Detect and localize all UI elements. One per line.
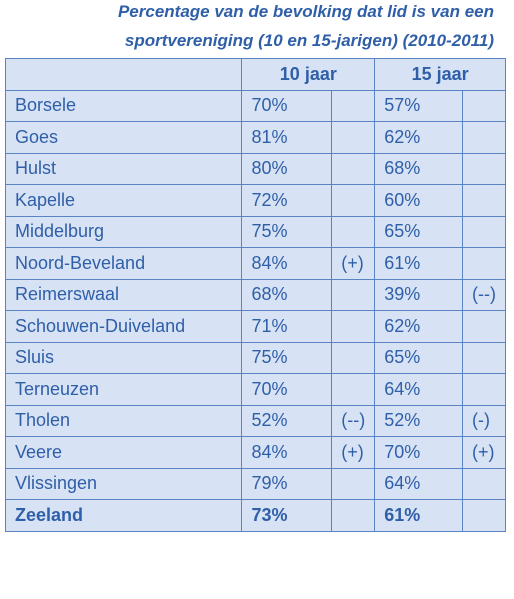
value-15-jaar-cell: 57% (374, 89, 464, 122)
value-10-jaar-cell: 72% (241, 184, 333, 217)
value-10-jaar-cell: 81% (241, 121, 333, 154)
value-15-jaar-cell: 39% (374, 278, 464, 311)
value-10-jaar-cell: 79% (241, 467, 333, 500)
marker-15-jaar-cell (462, 121, 506, 154)
table-row: Reimerswaal 68% 39% (--) (4, 278, 506, 311)
value-10-jaar-cell: 68% (241, 278, 333, 311)
title-line-1: Percentage van de bevolking dat lid is v… (117, 2, 494, 21)
marker-10-jaar-cell (331, 310, 376, 343)
marker-15-jaar-cell (462, 152, 506, 185)
value-15-jaar-cell: 61% (374, 247, 464, 280)
header-empty (4, 58, 243, 91)
marker-15-jaar-cell (462, 499, 506, 532)
marker-15-jaar-cell: (-) (462, 404, 506, 437)
value-10-jaar-cell: 70% (241, 89, 333, 122)
table-row: Sluis 75% 65% (4, 341, 506, 374)
table-row: Schouwen-Duiveland 71% 62% (4, 310, 506, 343)
table-row: Vlissingen 79% 64% (4, 467, 506, 500)
marker-15-jaar-cell: (+) (462, 436, 506, 469)
table-body: Borsele 70% 57% Goes 81% 62% Hulst 80% 68% Kapell… (4, 89, 506, 532)
value-15-jaar-cell: 64% (374, 373, 464, 406)
marker-15-jaar-cell (462, 467, 506, 500)
value-15-jaar-cell: 62% (374, 121, 464, 154)
marker-10-jaar-cell (331, 467, 376, 500)
marker-10-jaar-cell (331, 215, 376, 248)
marker-10-jaar-cell (331, 121, 376, 154)
marker-10-jaar-cell: (+) (331, 436, 376, 469)
municipality-cell: Hulst (4, 152, 243, 185)
header-15-jaar: 15 jaar (374, 58, 506, 91)
marker-10-jaar-cell (331, 278, 376, 311)
table-row: Noord-Beveland 84% (+) 61% (4, 247, 506, 280)
marker-15-jaar-cell (462, 215, 506, 248)
municipality-cell: Sluis (4, 341, 243, 374)
table-row: Kapelle 72% 60% (4, 184, 506, 217)
municipality-cell: Middelburg (4, 215, 243, 248)
value-15-jaar-cell: 70% (374, 436, 464, 469)
value-10-jaar-cell: 84% (241, 436, 333, 469)
marker-15-jaar-cell (462, 341, 506, 374)
value-10-jaar-cell: 75% (241, 341, 333, 374)
marker-10-jaar-cell (331, 184, 376, 217)
header-10-jaar: 10 jaar (241, 58, 376, 91)
marker-10-jaar-cell (331, 341, 376, 374)
value-10-jaar-cell: 73% (241, 499, 333, 532)
marker-15-jaar-cell: (--) (462, 278, 506, 311)
title-line-2: sportvereniging (10 en 15-jarigen) (2010… (124, 31, 494, 50)
value-10-jaar-cell: 52% (241, 404, 333, 437)
marker-10-jaar-cell: (+) (331, 247, 376, 280)
value-10-jaar-cell: 80% (241, 152, 333, 185)
municipality-cell: Zeeland (4, 499, 243, 532)
municipality-cell: Veere (4, 436, 243, 469)
marker-15-jaar-cell (462, 184, 506, 217)
municipality-cell: Borsele (4, 89, 243, 122)
marker-10-jaar-cell (331, 373, 376, 406)
municipality-cell: Noord-Beveland (4, 247, 243, 280)
value-10-jaar-cell: 75% (241, 215, 333, 248)
marker-15-jaar-cell (462, 247, 506, 280)
municipality-cell: Goes (4, 121, 243, 154)
municipality-cell: Reimerswaal (4, 278, 243, 311)
value-15-jaar-cell: 68% (374, 152, 464, 185)
marker-10-jaar-cell (331, 499, 376, 532)
value-15-jaar-cell: 65% (374, 215, 464, 248)
table-row: Terneuzen 70% 64% (4, 373, 506, 406)
municipality-cell: Terneuzen (4, 373, 243, 406)
table-row: Middelburg 75% 65% (4, 215, 506, 248)
data-table: 10 jaar 15 jaar Borsele 70% 57% Goes 81% 62% H… (4, 58, 506, 532)
municipality-cell: Schouwen-Duiveland (4, 310, 243, 343)
table-row: Goes 81% 62% (4, 121, 506, 154)
marker-15-jaar-cell (462, 373, 506, 406)
municipality-cell: Kapelle (4, 184, 243, 217)
table-row: Borsele 70% 57% (4, 89, 506, 122)
marker-15-jaar-cell (462, 310, 506, 343)
header-row: 10 jaar 15 jaar (4, 58, 506, 91)
table-row: Hulst 80% 68% (4, 152, 506, 185)
marker-10-jaar-cell: (--) (331, 404, 376, 437)
table-row: Veere 84% (+) 70% (+) (4, 436, 506, 469)
marker-10-jaar-cell (331, 89, 376, 122)
total-row: Zeeland 73% 61% (4, 499, 506, 532)
value-10-jaar-cell: 71% (241, 310, 333, 343)
municipality-cell: Vlissingen (4, 467, 243, 500)
value-15-jaar-cell: 52% (374, 404, 464, 437)
table-row: Tholen 52% (--) 52% (-) (4, 404, 506, 437)
value-15-jaar-cell: 65% (374, 341, 464, 374)
marker-10-jaar-cell (331, 152, 376, 185)
value-15-jaar-cell: 61% (374, 499, 464, 532)
marker-15-jaar-cell (462, 89, 506, 122)
municipality-cell: Tholen (4, 404, 243, 437)
value-15-jaar-cell: 62% (374, 310, 464, 343)
value-10-jaar-cell: 70% (241, 373, 333, 406)
value-10-jaar-cell: 84% (241, 247, 333, 280)
value-15-jaar-cell: 60% (374, 184, 464, 217)
value-15-jaar-cell: 64% (374, 467, 464, 500)
